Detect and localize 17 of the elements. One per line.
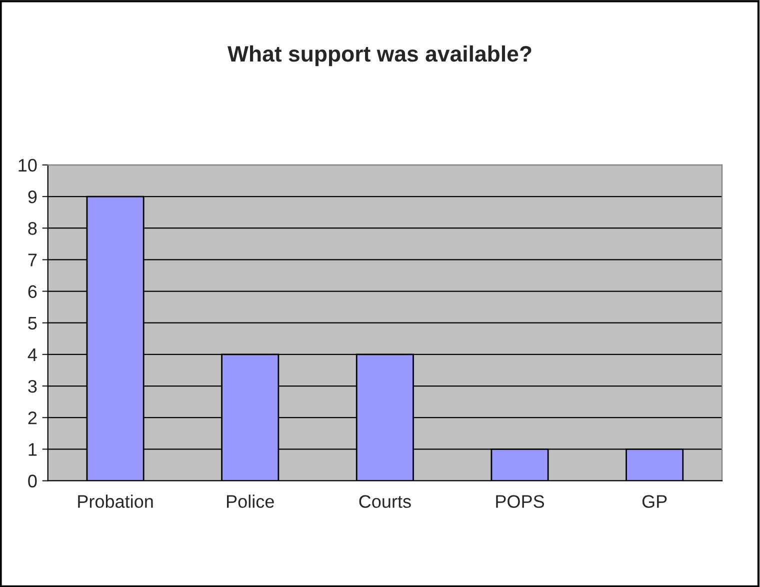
y-tick-label: 2 [28,412,37,424]
x-tick-label: Probation [78,494,153,508]
y-tick-label: 0 [28,474,37,488]
chart-title: What support was available? [228,45,532,66]
y-tick-label: 10 [18,158,37,172]
x-tick-label: GP [642,495,667,508]
y-tick-label: 8 [28,222,37,235]
y-tick-label: 1 [28,443,37,456]
x-tick-label: Police [227,494,274,508]
y-tick-label: 3 [28,380,37,393]
y-tick-label: 4 [28,348,37,361]
y-tick-label: 7 [28,254,37,266]
x-tick-label: Courts [359,495,411,508]
y-tick-label: 9 [28,190,37,204]
x-tick-label: POPS [496,495,544,508]
y-tick-label: 5 [28,316,37,330]
y-tick-label: 6 [28,285,37,298]
